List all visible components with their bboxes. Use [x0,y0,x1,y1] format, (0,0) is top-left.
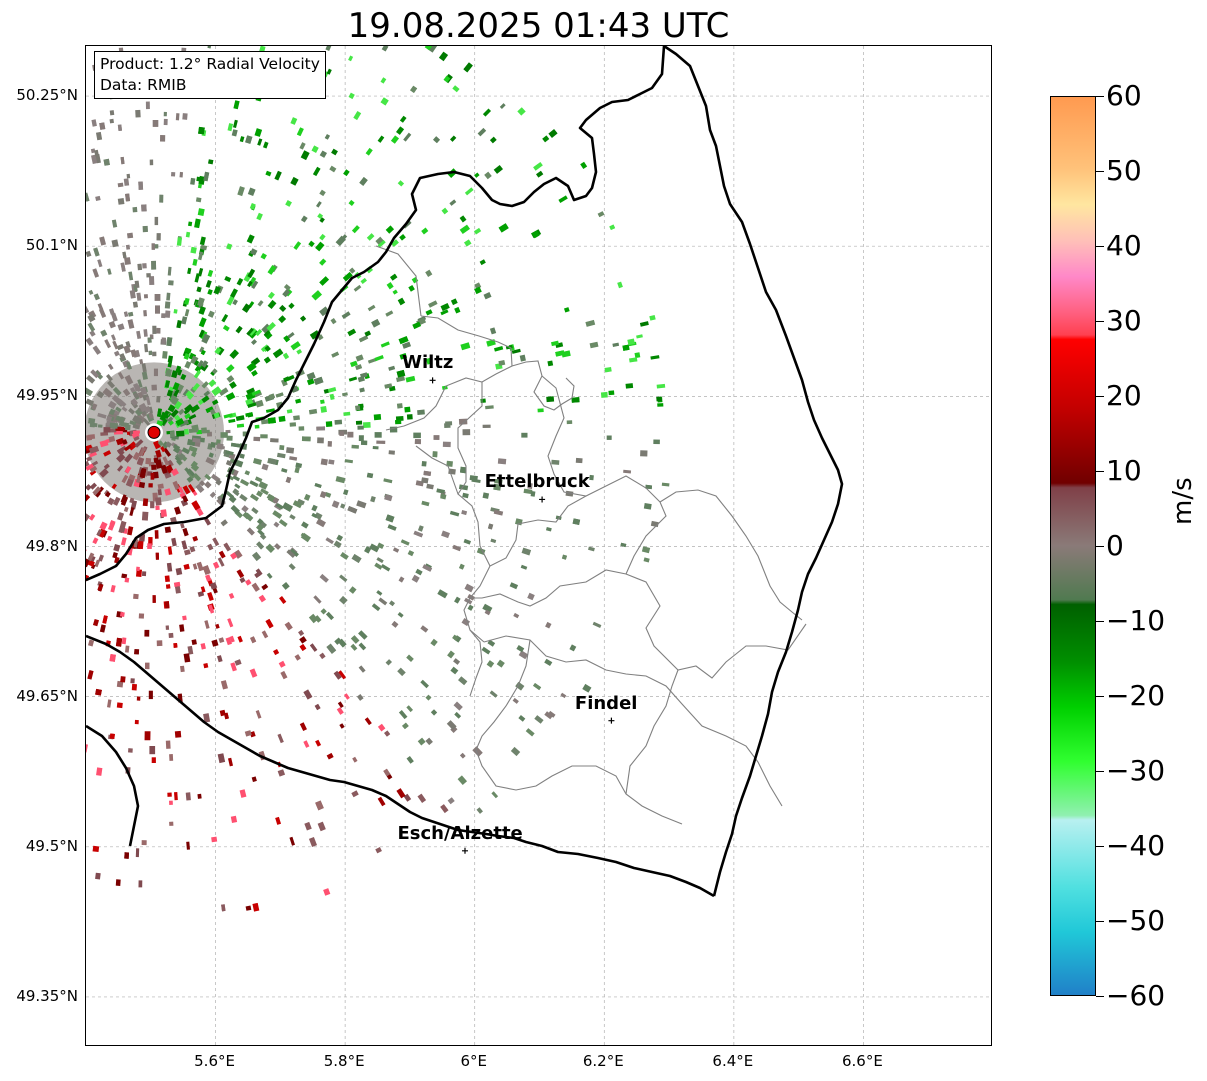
colorbar-tick [1096,846,1104,847]
city-label: Esch/Alzette [397,822,523,844]
city-marker [539,496,546,503]
lat-tick-label: 49.95°N [16,386,78,405]
lat-tick-label: 50.25°N [16,86,78,105]
city-label: Ettelbruck [484,471,590,493]
colorbar-tick [1096,921,1104,922]
product-info-box: Product: 1.2° Radial Velocity Data: RMIB [94,51,326,99]
colorbar-tick [1096,321,1104,322]
colorbar-tick-label: 50 [1106,154,1142,187]
velocity-colorbar [1050,96,1096,996]
colorbar-tick-label: −50 [1106,904,1166,937]
colorbar-tick [1096,546,1104,547]
lon-tick-label: 6.6°E [842,1052,883,1070]
data-source-label: Data: RMIB [100,76,187,94]
colorbar-tick-label: 30 [1106,304,1142,337]
city-marker [608,717,615,724]
lat-tick-label: 50.1°N [25,236,78,255]
colorbar-tick [1096,471,1104,472]
lon-tick-label: 6°E [460,1052,487,1070]
colorbar-tick-label: 60 [1106,79,1142,112]
map-panel[interactable] [85,45,992,1046]
page-title: 19.08.2025 01:43 UTC [347,6,730,46]
country-border [86,46,844,898]
colorbar-tick [1096,96,1104,97]
city-markers [429,377,615,854]
colorbar-tick-label: 40 [1106,229,1142,262]
lon-tick-label: 5.6°E [194,1052,235,1070]
lat-tick-label: 49.5°N [25,836,78,855]
lon-tick-label: 5.8°E [323,1052,365,1070]
radar-map[interactable] [86,46,992,1046]
colorbar-tick-label: −30 [1106,754,1166,787]
colorbar-tick-label: 10 [1106,454,1142,487]
canton-boundaries [375,245,807,825]
colorbar-tick [1096,171,1104,172]
colorbar-tick-label: −10 [1106,604,1166,637]
graticule-grid [86,46,991,1045]
city-label: Wiltz [402,352,454,374]
product-label: Product: 1.2° Radial Velocity [100,55,320,73]
colorbar-tick-label: 0 [1106,529,1124,562]
colorbar-tick [1096,696,1104,697]
lon-tick-label: 6.4°E [712,1052,754,1070]
colorbar-tick [1096,771,1104,772]
colorbar-unit-label: m/s [1168,477,1198,525]
colorbar-tick [1096,246,1104,247]
lat-tick-label: 49.8°N [25,536,78,555]
lon-tick-label: 6.2°E [582,1052,624,1070]
colorbar-tick-label: −40 [1106,829,1166,862]
colorbar-tick-label: −20 [1106,679,1166,712]
colorbar-tick-label: −60 [1106,979,1166,1012]
colorbar-tick-label: 20 [1106,379,1142,412]
colorbar-tick [1096,621,1104,622]
colorbar-tick [1096,996,1104,997]
city-marker [461,847,468,854]
lat-tick-label: 49.35°N [16,986,78,1005]
colorbar-tick [1096,396,1104,397]
lat-tick-label: 49.65°N [16,686,78,705]
city-label: Findel [574,692,638,714]
city-marker [429,377,436,384]
radar-site-marker[interactable] [147,425,161,439]
